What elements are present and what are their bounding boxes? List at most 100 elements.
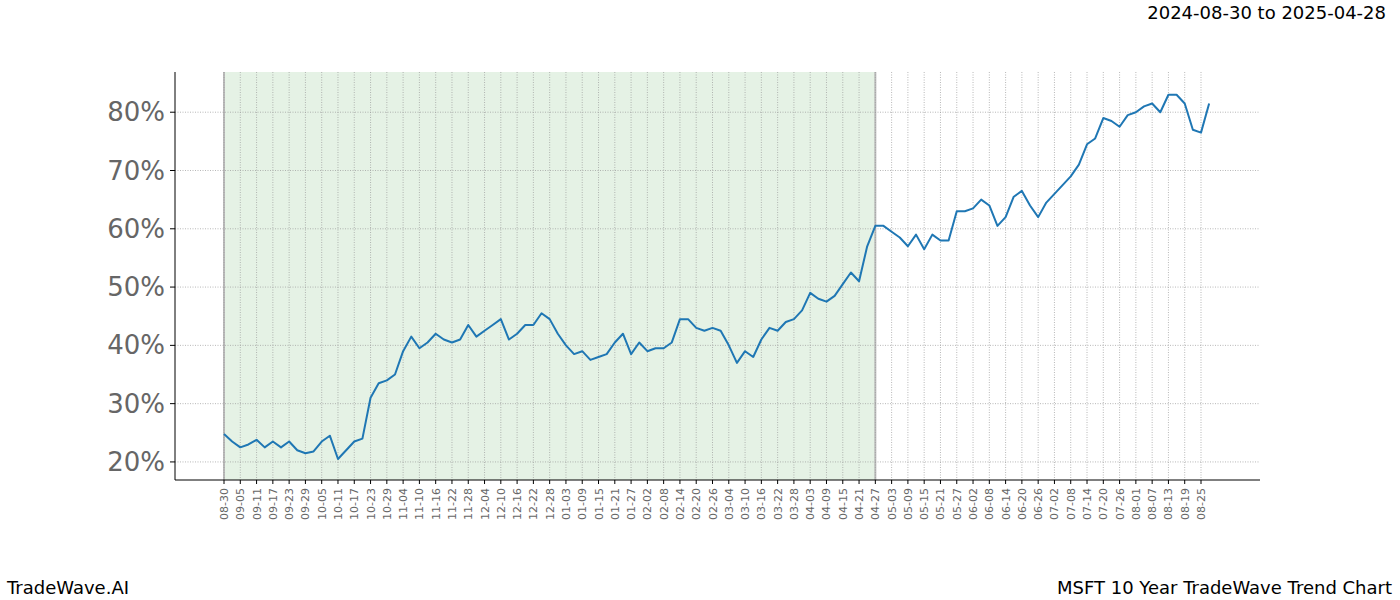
tick-mark	[810, 480, 811, 484]
tick-mark	[907, 480, 908, 484]
x-tick-label: 02-08	[658, 488, 671, 520]
x-tick-label: 07-08	[1065, 488, 1078, 520]
grid-line	[956, 72, 957, 480]
grid-line	[517, 72, 518, 480]
x-tick-label: 11-10	[413, 488, 426, 520]
tick-mark	[370, 480, 371, 484]
grid-line	[1087, 72, 1088, 480]
tick-mark	[468, 480, 469, 484]
x-tick-label: 01-21	[609, 488, 622, 520]
tick-mark	[924, 480, 925, 484]
highlight-region	[224, 72, 875, 480]
x-tick-label: 10-05	[316, 488, 329, 520]
grid-line	[1054, 72, 1055, 480]
grid-line	[224, 72, 225, 480]
grid-line	[549, 72, 550, 480]
grid-line	[728, 72, 729, 480]
tick-mark	[598, 480, 599, 484]
tick-mark	[354, 480, 355, 484]
x-tick-label: 02-20	[690, 488, 703, 520]
tick-mark	[614, 480, 615, 484]
x-tick-label: 12-16	[511, 488, 524, 520]
grid-line	[354, 72, 355, 480]
grid-line	[419, 72, 420, 480]
x-tick-label: 05-21	[934, 488, 947, 520]
tick-mark	[777, 480, 778, 484]
x-tick-label: 05-09	[902, 488, 915, 520]
grid-line	[1168, 72, 1169, 480]
x-tick-label: 03-28	[788, 488, 801, 520]
x-axis	[175, 480, 1260, 481]
grid-line	[973, 72, 974, 480]
grid-line	[370, 72, 371, 480]
grid-line	[175, 403, 1260, 404]
tick-mark	[484, 480, 485, 484]
grid-line	[451, 72, 452, 480]
tick-mark	[549, 480, 550, 484]
tick-mark	[289, 480, 290, 484]
plot-area	[224, 95, 1209, 459]
tick-mark	[533, 480, 534, 484]
tick-mark	[712, 480, 713, 484]
x-tick-label: 10-17	[348, 488, 361, 520]
x-tick-label: 08-07	[1146, 488, 1159, 520]
tick-mark	[1021, 480, 1022, 484]
highlight-edge	[223, 72, 225, 480]
grid-line	[533, 72, 534, 480]
x-tick-label: 04-21	[853, 488, 866, 520]
tick-mark	[1119, 480, 1120, 484]
y-axis	[175, 72, 176, 480]
tick-mark	[321, 480, 322, 484]
tick-mark	[1087, 480, 1088, 484]
tick-mark	[272, 480, 273, 484]
tick-mark	[696, 480, 697, 484]
tick-mark	[1054, 480, 1055, 484]
y-tick-label: 20%	[107, 447, 165, 477]
x-tick-label: 02-02	[641, 488, 654, 520]
x-tick-label: 05-27	[951, 488, 964, 520]
grid-line	[1152, 72, 1153, 480]
y-tick-label: 80%	[107, 97, 165, 127]
tick-mark	[170, 345, 175, 346]
grid-line	[337, 72, 338, 480]
tick-mark	[386, 480, 387, 484]
footer-left: TradeWave.AI	[6, 577, 129, 598]
tick-mark	[517, 480, 518, 484]
grid-line	[891, 72, 892, 480]
x-tick-label: 09-23	[283, 488, 296, 520]
tick-mark	[170, 403, 175, 404]
x-tick-label: 06-20	[1016, 488, 1029, 520]
grid-line	[565, 72, 566, 480]
grid-line	[272, 72, 273, 480]
grid-line	[810, 72, 811, 480]
tick-mark	[170, 287, 175, 288]
tick-mark	[1201, 480, 1202, 484]
grid-line	[582, 72, 583, 480]
grid-line	[598, 72, 599, 480]
x-tick-label: 11-16	[430, 488, 443, 520]
tick-mark	[940, 480, 941, 484]
x-tick-label: 12-28	[544, 488, 557, 520]
grid-line	[1135, 72, 1136, 480]
x-tick-label: 09-11	[251, 488, 264, 520]
y-tick-label: 60%	[107, 214, 165, 244]
x-tick-label: 06-14	[1000, 488, 1013, 520]
x-tick-label: 07-26	[1114, 488, 1127, 520]
grid-line	[875, 72, 876, 480]
grid-line	[305, 72, 306, 480]
grid-line	[679, 72, 680, 480]
tick-mark	[170, 170, 175, 171]
x-tick-label: 08-13	[1162, 488, 1175, 520]
grid-line	[1119, 72, 1120, 480]
x-tick-label: 09-29	[299, 488, 312, 520]
tick-mark	[859, 480, 860, 484]
x-tick-label: 09-17	[267, 488, 280, 520]
x-tick-label: 10-23	[365, 488, 378, 520]
x-tick-label: 01-03	[560, 488, 573, 520]
x-tick-label: 04-09	[820, 488, 833, 520]
tick-mark	[582, 480, 583, 484]
x-tick-label: 05-03	[886, 488, 899, 520]
x-tick-label: 04-27	[869, 488, 882, 520]
grid-line	[321, 72, 322, 480]
tick-mark	[500, 480, 501, 484]
